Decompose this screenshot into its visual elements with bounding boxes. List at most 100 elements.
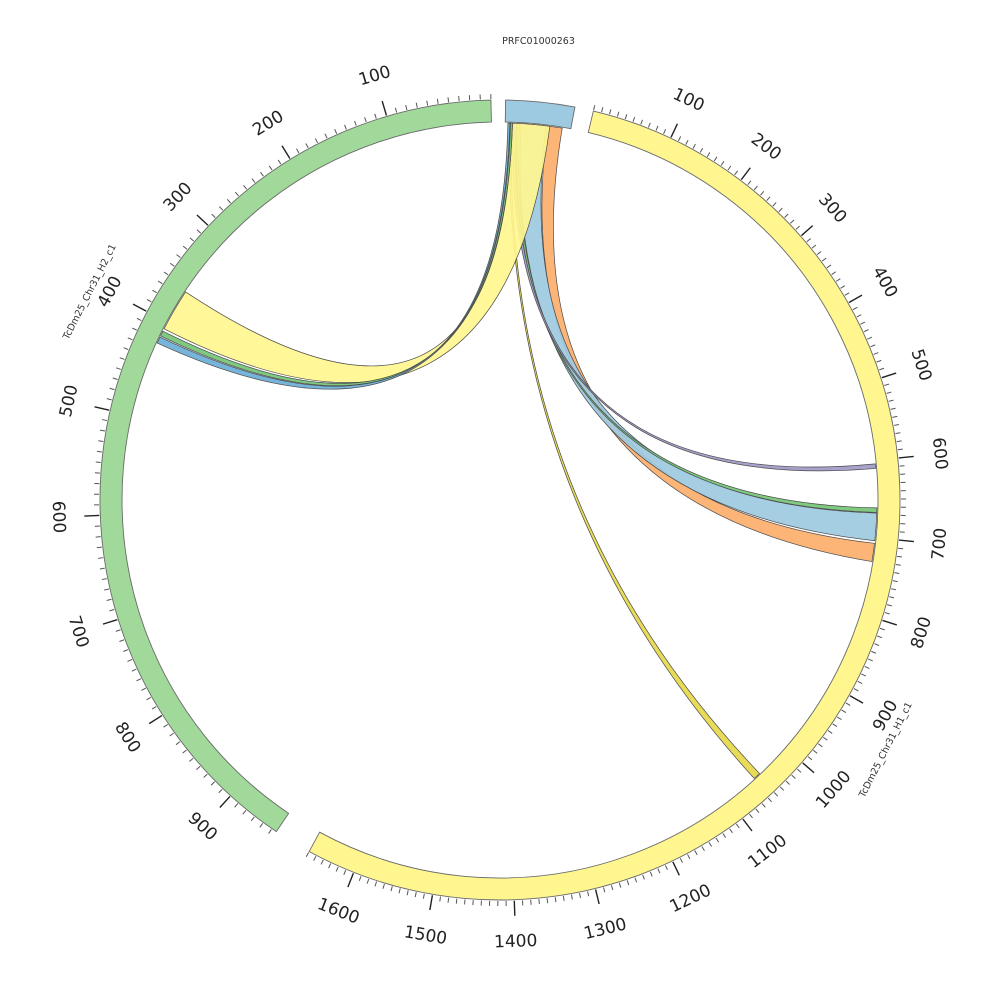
- minor-tick: [243, 184, 248, 190]
- major-tick: [898, 455, 914, 459]
- minor-tick: [218, 788, 223, 794]
- minor-tick: [587, 891, 590, 897]
- minor-tick: [260, 171, 264, 177]
- major-tick: [347, 872, 355, 888]
- minor-tick: [234, 803, 239, 808]
- tick-label: 100: [356, 62, 393, 90]
- minor-tick: [677, 136, 682, 142]
- minor-tick: [767, 797, 772, 803]
- minor-tick: [816, 251, 822, 255]
- minor-tick: [626, 880, 630, 886]
- minor-tick: [860, 321, 866, 325]
- minor-tick: [313, 856, 317, 861]
- minor-tick: [146, 696, 152, 701]
- tick-label: 300: [814, 190, 850, 228]
- minor-tick: [863, 329, 869, 333]
- minor-tick: [106, 398, 112, 401]
- major-tick: [94, 406, 110, 411]
- minor-tick: [250, 816, 255, 822]
- major-tick: [102, 619, 118, 625]
- minor-tick: [394, 107, 398, 113]
- minor-tick: [853, 688, 859, 692]
- minor-tick: [685, 139, 689, 145]
- minor-tick: [687, 854, 691, 860]
- minor-tick: [447, 97, 450, 103]
- minor-tick: [692, 143, 696, 149]
- minor-tick: [211, 213, 216, 218]
- minor-tick: [877, 635, 883, 639]
- minor-tick: [546, 898, 549, 904]
- minor-tick: [826, 264, 832, 269]
- minor-tick: [414, 892, 417, 898]
- minor-tick: [890, 588, 897, 591]
- minor-tick: [305, 852, 310, 858]
- minor-tick: [364, 117, 367, 123]
- minor-tick: [382, 883, 385, 889]
- minor-tick: [169, 732, 175, 737]
- minor-tick: [115, 629, 121, 632]
- minor-tick: [811, 244, 817, 249]
- tick-label: 200: [747, 129, 785, 165]
- minor-tick: [406, 890, 409, 896]
- minor-tick: [141, 687, 147, 691]
- major-tick: [672, 861, 680, 876]
- major-tick: [148, 714, 163, 725]
- minor-tick: [447, 897, 450, 903]
- minor-tick: [196, 765, 201, 770]
- minor-tick: [879, 367, 885, 371]
- major-tick: [132, 303, 147, 312]
- minor-tick: [136, 317, 142, 322]
- minor-tick: [203, 773, 208, 778]
- minor-tick: [123, 649, 129, 652]
- minor-tick: [895, 432, 901, 435]
- minor-tick: [892, 415, 898, 418]
- minor-tick: [898, 547, 904, 550]
- minor-tick: [277, 159, 282, 165]
- minor-tick: [795, 225, 800, 230]
- minor-tick: [436, 98, 439, 104]
- minor-tick: [867, 658, 873, 662]
- minor-tick: [579, 892, 582, 899]
- minor-tick: [234, 191, 239, 197]
- sequence-name-prfc: PRFC01000263: [502, 36, 575, 47]
- major-tick: [849, 695, 864, 704]
- minor-tick: [778, 207, 783, 213]
- ideogram-h2: [99, 99, 492, 833]
- minor-tick: [747, 180, 752, 186]
- major-tick: [281, 145, 291, 159]
- major-tick: [800, 225, 814, 237]
- minor-tick: [127, 337, 133, 341]
- minor-tick: [109, 609, 115, 612]
- major-tick: [882, 619, 898, 626]
- minor-tick: [664, 865, 668, 871]
- major-tick: [670, 123, 679, 138]
- minor-tick: [870, 344, 876, 348]
- minor-tick: [422, 893, 425, 899]
- minor-tick: [146, 298, 152, 303]
- minor-tick: [897, 448, 903, 451]
- minor-tick: [268, 165, 273, 171]
- minor-tick: [390, 886, 393, 892]
- minor-tick: [832, 723, 838, 727]
- minor-tick: [251, 178, 256, 183]
- minor-tick: [366, 878, 370, 884]
- minor-tick: [760, 191, 765, 196]
- minor-tick: [616, 111, 620, 117]
- minor-tick: [876, 359, 882, 363]
- minor-tick: [823, 736, 828, 741]
- minor-tick: [773, 792, 779, 797]
- minor-tick: [189, 757, 194, 762]
- minor-tick: [894, 572, 900, 574]
- minor-tick: [873, 352, 879, 355]
- tick-label: 600: [928, 436, 951, 470]
- minor-tick: [131, 668, 137, 672]
- major-tick: [594, 889, 600, 905]
- minor-tick: [123, 347, 129, 351]
- minor-tick: [157, 280, 163, 285]
- minor-tick: [864, 665, 870, 669]
- tick-label: 600: [48, 500, 69, 533]
- minor-tick: [727, 165, 732, 171]
- minor-tick: [163, 271, 169, 276]
- ideogram-h1: [308, 110, 901, 901]
